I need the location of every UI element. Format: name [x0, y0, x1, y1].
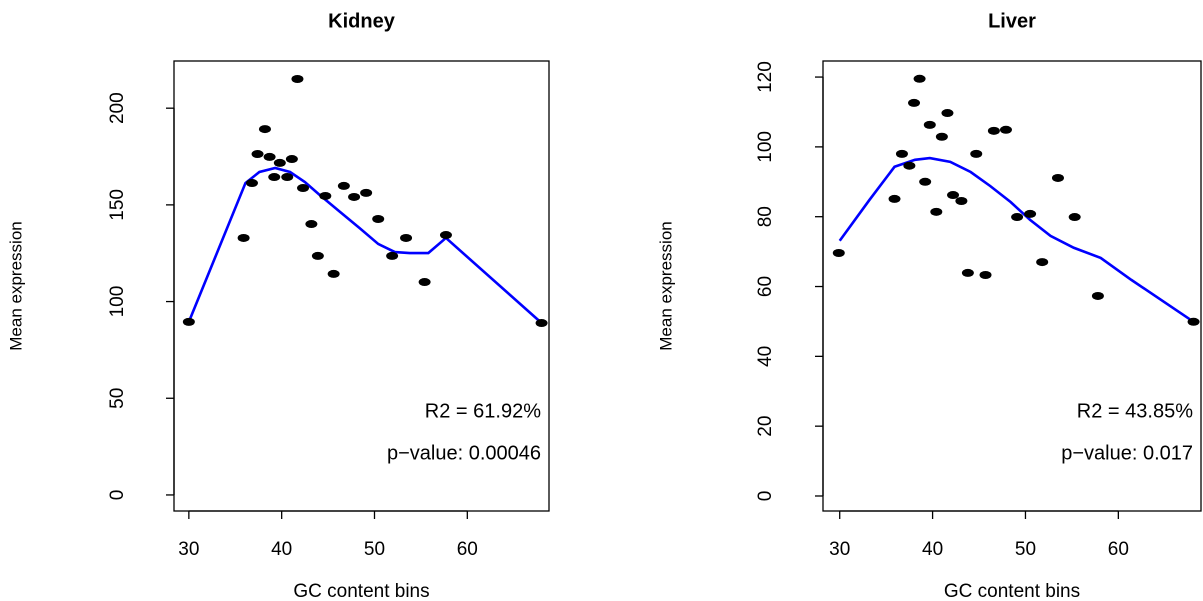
- y-tick-label: 20: [755, 416, 776, 437]
- x-axis-label: GC content bins: [293, 581, 429, 601]
- point: [305, 220, 318, 229]
- fit-line: [187, 166, 543, 325]
- point: [999, 125, 1012, 134]
- point: [285, 155, 298, 164]
- y-tick-label: 60: [755, 276, 776, 297]
- point: [337, 181, 350, 190]
- panel: Liver GC content bins Mean expression 30 40 5…: [656, 10, 1202, 601]
- point: [273, 158, 286, 167]
- x-tick-label: 30: [178, 539, 199, 560]
- point: [895, 149, 908, 158]
- point: [535, 319, 548, 328]
- x-tick-label: 50: [1015, 539, 1036, 560]
- y-tick-label: 80: [755, 206, 776, 227]
- point: [955, 196, 968, 205]
- panel: Kidney GC content bins Mean expression 30 40…: [6, 10, 550, 601]
- point: [418, 278, 431, 287]
- point: [919, 177, 932, 186]
- point: [327, 269, 340, 278]
- point: [935, 132, 948, 141]
- x-axis-label: GC content bins: [944, 581, 1080, 601]
- y-tick-label: 150: [107, 189, 128, 221]
- chart-title: Liver: [988, 10, 1036, 32]
- point: [1068, 213, 1081, 222]
- point: [297, 184, 310, 193]
- y-tick-label: 120: [755, 61, 776, 93]
- point: [348, 192, 361, 201]
- y-axis-label: Mean expression: [6, 221, 25, 350]
- point: [1187, 317, 1200, 326]
- y-tick-label: 40: [755, 346, 776, 367]
- point: [1011, 213, 1024, 222]
- point: [913, 74, 926, 83]
- point: [263, 152, 276, 161]
- y-tick-label: 100: [755, 131, 776, 163]
- point: [888, 194, 901, 203]
- point: [372, 214, 385, 223]
- point: [987, 126, 1000, 135]
- point: [319, 191, 332, 200]
- point: [251, 150, 264, 159]
- point: [182, 317, 195, 326]
- point: [908, 98, 921, 107]
- point: [947, 191, 960, 200]
- point: [923, 120, 936, 129]
- fit-line: [838, 156, 1195, 323]
- point: [832, 249, 845, 258]
- x-tick-label: 40: [271, 539, 292, 560]
- point: [400, 233, 413, 242]
- point: [1091, 291, 1104, 300]
- y-tick-label: 200: [107, 92, 128, 124]
- point: [1051, 173, 1064, 182]
- point: [1036, 258, 1049, 267]
- point: [961, 268, 974, 277]
- point: [268, 173, 281, 182]
- point: [258, 125, 271, 134]
- point: [970, 149, 983, 158]
- y-tick-label: 0: [107, 490, 128, 501]
- annotation: R2 = 43.85%: [1077, 400, 1193, 422]
- point: [386, 251, 399, 260]
- point: [439, 231, 452, 240]
- annotation: p−value: 0.00046: [387, 442, 541, 464]
- annotation: R2 = 61.92%: [425, 400, 541, 422]
- x-tick-label: 50: [364, 539, 385, 560]
- x-tick-label: 30: [829, 539, 850, 560]
- y-tick-label: 100: [107, 286, 128, 318]
- point: [360, 188, 373, 197]
- y-tick-label: 50: [107, 388, 128, 409]
- x-tick-label: 40: [922, 539, 943, 560]
- point: [291, 74, 304, 83]
- y-axis-label: Mean expression: [656, 221, 675, 350]
- point: [941, 109, 954, 118]
- point: [281, 173, 294, 182]
- x-tick-label: 60: [1108, 539, 1129, 560]
- chart-title: Kidney: [328, 10, 396, 32]
- point: [1024, 209, 1037, 218]
- point: [930, 207, 943, 216]
- point: [237, 233, 250, 242]
- x-tick-label: 60: [457, 539, 478, 560]
- point: [979, 271, 992, 280]
- point: [903, 161, 916, 170]
- point: [311, 251, 324, 260]
- y-tick-label: 0: [755, 491, 776, 502]
- point: [245, 179, 258, 188]
- annotation: p−value: 0.017: [1061, 442, 1193, 464]
